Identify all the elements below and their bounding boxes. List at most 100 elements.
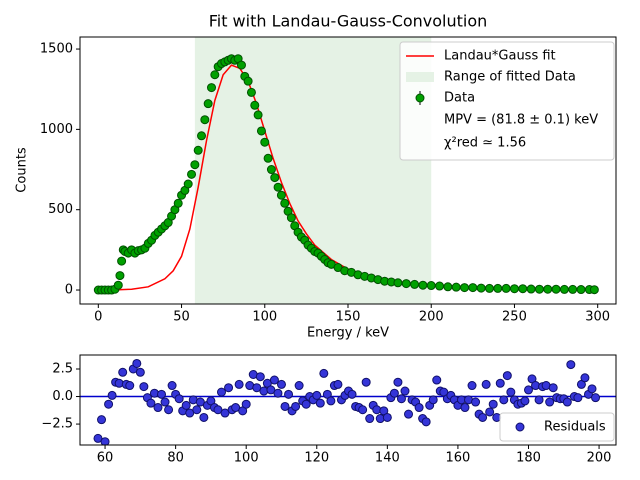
residual-point: [153, 403, 163, 413]
data-point: [484, 283, 494, 293]
data-point: [509, 284, 519, 294]
data-point: [401, 279, 411, 289]
legend-marker: [515, 422, 525, 432]
residual-point: [164, 405, 174, 415]
data-point: [526, 284, 536, 294]
x-tick-label: 60: [97, 451, 114, 466]
residual-point: [485, 407, 495, 417]
residual-point: [139, 382, 149, 392]
data-point: [263, 153, 273, 163]
data-point: [460, 283, 470, 293]
data-point: [266, 165, 276, 175]
data-point: [435, 281, 445, 291]
data-point: [113, 280, 123, 290]
residual-point: [414, 403, 424, 413]
residual-point: [104, 399, 114, 409]
residual-point: [534, 395, 544, 405]
residual-point: [358, 405, 368, 415]
residual-point: [365, 414, 375, 424]
data-point: [207, 83, 217, 93]
residual-point: [481, 379, 491, 389]
residual-point: [389, 388, 399, 398]
residual-point: [266, 385, 276, 395]
residual-point: [333, 379, 343, 389]
data-point: [534, 284, 544, 294]
data-point: [117, 256, 127, 266]
y-tick-label: 500: [48, 202, 73, 217]
y-axis-label: Counts: [15, 147, 30, 193]
data-point: [210, 70, 220, 80]
residual-point: [255, 372, 265, 382]
residual-point: [393, 377, 403, 387]
residual-point: [587, 384, 597, 394]
data-point: [276, 190, 286, 200]
data-point: [190, 160, 200, 170]
residual-point: [562, 397, 572, 407]
residual-point: [167, 381, 177, 391]
legend-label: Data: [444, 91, 475, 106]
x-tick-label: 50: [173, 310, 190, 325]
residual-point: [488, 399, 498, 409]
residual-point: [252, 383, 262, 393]
x-axis-label: Energy / keV: [307, 326, 389, 341]
residual-point: [400, 386, 410, 396]
data-point: [193, 145, 203, 155]
residual-point: [312, 390, 322, 400]
axes-frame: [79, 36, 617, 305]
y-tick-label: −2.5: [41, 417, 73, 432]
x-tick-label: 200: [587, 451, 612, 466]
x-tick-label: 140: [375, 451, 400, 466]
residual-point: [495, 378, 505, 388]
residual-point: [315, 398, 325, 408]
legend-label: Residuals: [544, 420, 606, 435]
residual-point: [135, 367, 145, 377]
data-point: [410, 279, 420, 289]
annotation: χ²red ≃ 1.56: [444, 136, 526, 151]
residual-point: [573, 393, 583, 403]
residual-point: [499, 395, 509, 405]
data-point: [197, 131, 207, 141]
data-point: [250, 100, 260, 110]
residual-point: [224, 383, 234, 393]
residual-point: [107, 390, 117, 400]
residual-point: [478, 412, 488, 422]
data-point: [236, 60, 246, 70]
data-point: [559, 284, 569, 294]
data-point: [576, 285, 586, 295]
residual-point: [347, 389, 357, 399]
data-point: [203, 99, 213, 109]
data-point: [518, 284, 528, 294]
data-point: [173, 198, 183, 208]
data-point: [468, 283, 478, 293]
residual-point: [199, 412, 209, 422]
residual-point: [471, 397, 481, 407]
residual-point: [284, 389, 294, 399]
x-tick-label: 100: [234, 451, 259, 466]
legend-marker: [415, 93, 425, 103]
plot-area: [93, 37, 599, 304]
residual-point: [326, 396, 336, 406]
fit-range: [194, 37, 432, 304]
residual-point: [220, 408, 230, 418]
y-tick-label: 1000: [40, 122, 73, 137]
residual-point: [319, 368, 329, 378]
residual-point: [100, 437, 110, 445]
residual-point: [195, 397, 205, 407]
residual-point: [520, 396, 530, 406]
residual-point: [174, 394, 184, 404]
residual-point: [160, 397, 170, 407]
x-tick-label: 100: [252, 310, 277, 325]
x-tick-label: 250: [502, 310, 527, 325]
residual-point: [506, 387, 516, 397]
residual-point: [132, 358, 142, 368]
data-point: [115, 271, 125, 281]
residual-point: [192, 405, 202, 415]
x-tick-label: 300: [585, 310, 610, 325]
residual-point: [93, 433, 103, 443]
x-tick-label: 180: [516, 451, 541, 466]
legend-label: Range of fitted Data: [444, 70, 576, 85]
chart-title: Fit with Landau-Gauss-Convolution: [209, 12, 488, 31]
residual-point: [460, 403, 470, 413]
x-tick-label: 120: [304, 451, 329, 466]
residual-point: [125, 381, 135, 391]
